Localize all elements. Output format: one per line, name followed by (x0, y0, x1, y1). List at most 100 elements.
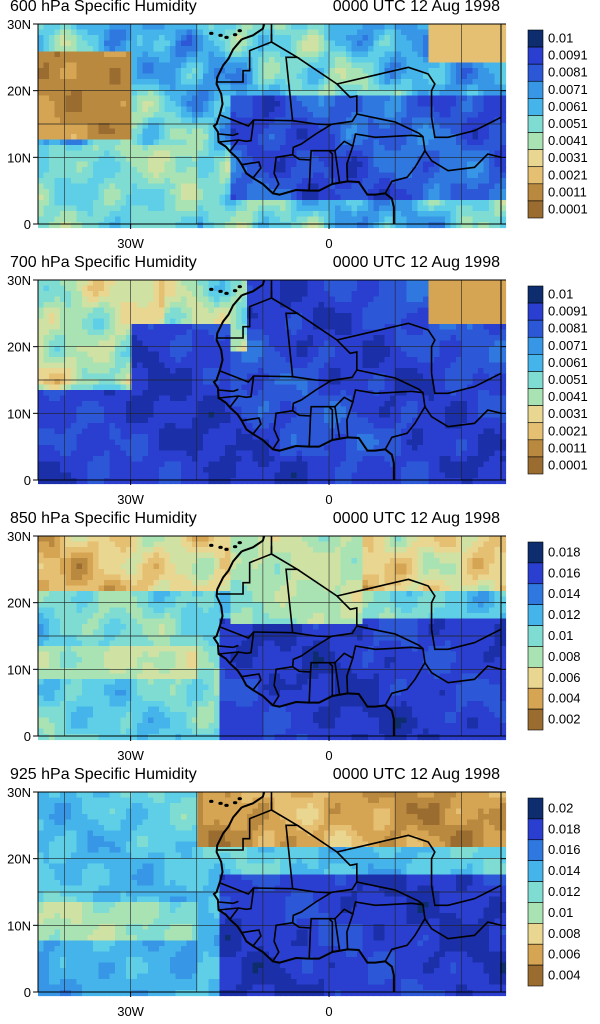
colorbar-label: 0.008 (548, 649, 581, 664)
island (233, 801, 237, 804)
lon-label: 0 (325, 236, 332, 251)
colorbar-label: 0.0011 (548, 440, 587, 455)
colorbar-label: 0.0041 (548, 133, 588, 148)
colorbar-swatch (528, 798, 543, 819)
lat-label: 0 (24, 217, 31, 232)
colorbar-swatch (528, 337, 543, 354)
island (233, 545, 237, 548)
lon-label: 30W (117, 236, 144, 251)
colorbar: 0.0180.0160.0140.0120.010.0080.0060.0040… (528, 542, 581, 730)
colorbar-swatch (528, 646, 543, 667)
lat-label: 0 (24, 473, 31, 488)
island (209, 288, 213, 291)
colorbar-label: 0.004 (548, 691, 581, 706)
colorbar-swatch (528, 30, 543, 47)
island (224, 804, 228, 807)
colorbar-label: 0.016 (548, 565, 581, 580)
colorbar-label: 0.01 (548, 287, 573, 302)
lon-label: 0 (325, 1004, 332, 1019)
humidity-field (38, 792, 506, 996)
colorbar-swatch (528, 709, 543, 730)
colorbar-label: 0.01 (548, 628, 573, 643)
colorbar-swatch (528, 184, 543, 201)
colorbar-swatch (528, 944, 543, 965)
colorbar-swatch (528, 354, 543, 371)
island (238, 285, 242, 288)
colorbar-swatch (528, 563, 543, 584)
colorbar: 0.020.0180.0160.0140.0120.010.0080.0060.… (528, 798, 581, 986)
lat-label: 20N (7, 596, 31, 611)
colorbar-label: 0.006 (548, 947, 581, 962)
island (233, 289, 237, 292)
lat-label: 30N (7, 785, 31, 800)
colorbar-label: 0.0051 (548, 116, 588, 131)
colorbar-swatch (528, 902, 543, 923)
colorbar-swatch (528, 819, 543, 840)
colorbar-label: 0.0091 (548, 48, 588, 63)
colorbar-swatch (528, 457, 543, 474)
colorbar-label: 0.01 (548, 905, 573, 920)
colorbar-label: 0.0061 (548, 99, 588, 114)
colorbar-label: 0.016 (548, 842, 581, 857)
lat-label: 0 (24, 985, 31, 1000)
lat-label: 30N (7, 17, 31, 32)
colorbar-swatch (528, 626, 543, 647)
colorbar-label: 0.0021 (548, 423, 588, 438)
colorbar-label: 0.006 (548, 670, 581, 685)
colorbar-label: 0.0021 (548, 167, 588, 182)
colorbar-label: 0.008 (548, 926, 581, 941)
colorbar-swatch (528, 303, 543, 320)
colorbar-swatch (528, 882, 543, 903)
colorbar-swatch (528, 371, 543, 388)
lat-label: 20N (7, 84, 31, 99)
lat-label: 30N (7, 273, 31, 288)
colorbar-label: 0.0071 (548, 338, 588, 353)
colorbar: 0.010.00910.00810.00710.00610.00510.0041… (528, 286, 588, 474)
humidity-field (38, 24, 506, 228)
colorbar-swatch (528, 286, 543, 303)
colorbar-label: 0.002 (548, 712, 581, 727)
island (218, 546, 222, 549)
island (233, 33, 237, 36)
colorbar-swatch (528, 201, 543, 218)
colorbar-swatch (528, 167, 543, 184)
island (209, 800, 213, 803)
lat-label: 30N (7, 529, 31, 544)
colorbar-label: 0.0091 (548, 304, 588, 319)
colorbar-label: 0.02 (548, 800, 573, 815)
colorbar-swatch (528, 47, 543, 64)
colorbar-swatch (528, 64, 543, 81)
colorbar-label: 0.0041 (548, 389, 588, 404)
island (238, 29, 242, 32)
colorbar-label: 0.018 (548, 544, 581, 559)
colorbar-label: 0.0071 (548, 82, 588, 97)
colorbar-swatch (528, 115, 543, 132)
colorbar-label: 0.0031 (548, 406, 588, 421)
lat-label: 10N (7, 918, 31, 933)
colorbar-swatch (528, 840, 543, 861)
lat-label: 20N (7, 852, 31, 867)
island (224, 292, 228, 295)
colorbar-swatch (528, 406, 543, 423)
colorbar-swatch (528, 133, 543, 150)
colorbar-swatch (528, 861, 543, 882)
island (224, 548, 228, 551)
lat-label: 10N (7, 406, 31, 421)
colorbar-swatch (528, 542, 543, 563)
colorbar-swatch (528, 688, 543, 709)
colorbar-label: 0.014 (548, 586, 581, 601)
island (224, 36, 228, 39)
island (238, 541, 242, 544)
colorbar-swatch (528, 150, 543, 167)
colorbar-swatch (528, 98, 543, 115)
colorbar-swatch (528, 389, 543, 406)
colorbar-label: 0.0051 (548, 372, 588, 387)
island (218, 290, 222, 293)
colorbar-label: 0.014 (548, 863, 581, 878)
colorbar: 0.010.00910.00810.00710.00610.00510.0041… (528, 30, 588, 218)
colorbar-label: 0.018 (548, 821, 581, 836)
